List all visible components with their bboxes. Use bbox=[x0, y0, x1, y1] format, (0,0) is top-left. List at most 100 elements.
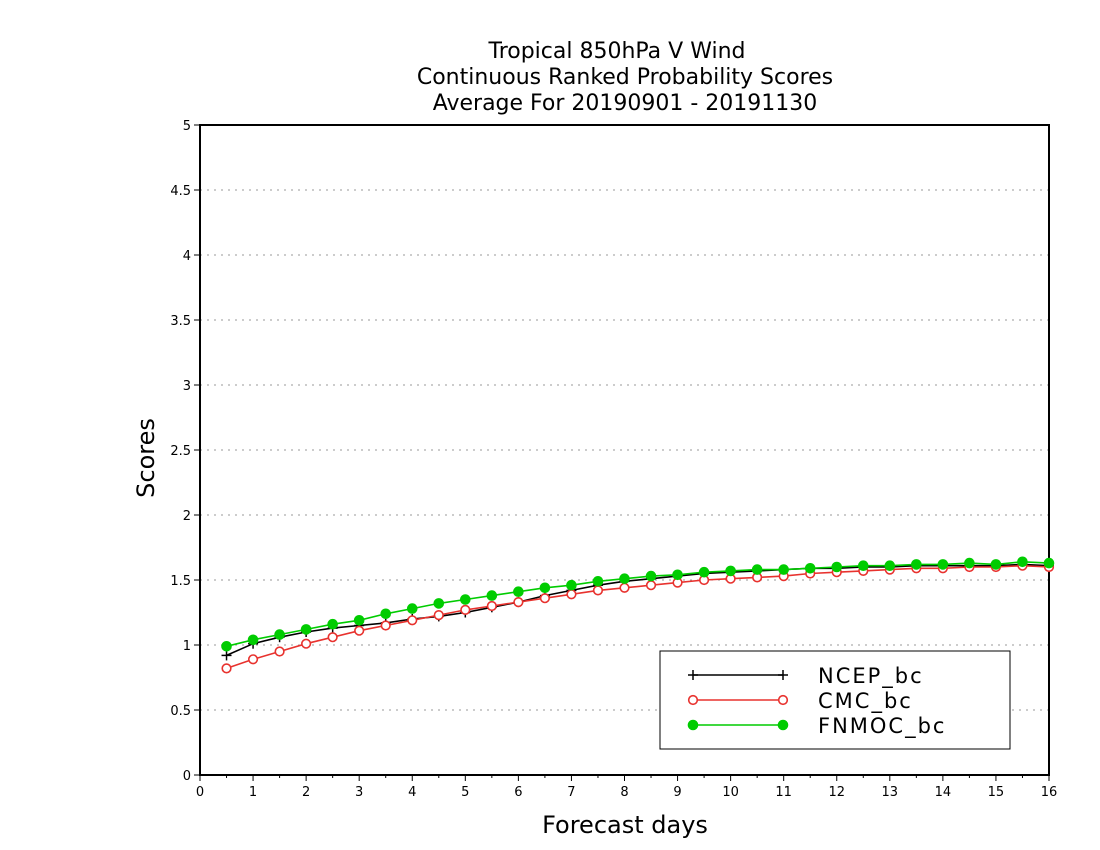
x-tick-label: 0 bbox=[196, 785, 204, 800]
x-tick-label: 6 bbox=[514, 785, 522, 800]
data-point-filled-circle bbox=[460, 594, 471, 605]
data-point-open-circle bbox=[221, 663, 232, 674]
x-axis-label: Forecast days bbox=[542, 811, 708, 839]
data-point-filled-circle bbox=[831, 561, 843, 573]
data-point-filled-circle bbox=[698, 566, 710, 578]
data-point-open-circle bbox=[460, 604, 471, 616]
data-point-filled-circle bbox=[751, 564, 763, 575]
y-tick-label: 2 bbox=[183, 509, 191, 524]
y-tick-label: 4 bbox=[183, 249, 191, 264]
data-point-filled-circle bbox=[804, 563, 816, 574]
x-tick-label: 3 bbox=[355, 785, 363, 800]
legend-entry: NCEP_bc bbox=[688, 664, 924, 689]
data-point-filled-circle bbox=[221, 641, 232, 652]
x-tick-label: 10 bbox=[722, 785, 739, 800]
data-point-filled-circle bbox=[687, 719, 699, 731]
x-tick-label: 5 bbox=[461, 785, 469, 800]
y-axis-label: Scores bbox=[132, 418, 160, 498]
data-point-filled-circle bbox=[539, 582, 551, 594]
data-point-open-circle bbox=[354, 625, 365, 636]
y-tick-label: 3.5 bbox=[170, 314, 191, 329]
y-tick-label: 1 bbox=[183, 639, 191, 654]
data-point-open-circle bbox=[247, 654, 259, 665]
y-axis-ticks: 0 0.5 1 1.5 2 2.5 3 3.5 4 4.5 5 bbox=[170, 119, 200, 784]
data-point-filled-circle bbox=[327, 618, 338, 630]
data-point-filled-circle bbox=[1043, 557, 1055, 569]
data-point-open-circle bbox=[327, 632, 338, 643]
data-point-open-circle bbox=[539, 593, 551, 604]
y-tick-label: 5 bbox=[183, 119, 191, 134]
data-point-filled-circle bbox=[777, 719, 789, 731]
data-point-filled-circle bbox=[592, 576, 604, 587]
data-point-open-circle bbox=[777, 694, 789, 706]
data-point-filled-circle bbox=[566, 579, 577, 591]
y-tick-label: 0 bbox=[183, 769, 191, 784]
chart-title: Tropical 850hPa V Wind Continuous Ranked… bbox=[417, 39, 833, 116]
x-tick-label: 2 bbox=[302, 785, 310, 800]
data-point-open-circle bbox=[301, 638, 312, 649]
data-point-filled-circle bbox=[1017, 556, 1028, 568]
data-point-open-circle bbox=[407, 615, 418, 626]
data-point-filled-circle bbox=[406, 603, 418, 614]
data-point-open-circle bbox=[592, 585, 604, 596]
data-point-filled-circle bbox=[990, 559, 1002, 570]
y-tick-label: 2.5 bbox=[170, 444, 191, 459]
title-line-3: Average For 20190901 - 20191130 bbox=[433, 91, 818, 116]
data-point-filled-circle bbox=[911, 559, 922, 570]
series-layer bbox=[221, 556, 1055, 674]
data-point-filled-circle bbox=[274, 629, 285, 640]
data-point-filled-circle bbox=[300, 624, 312, 635]
data-point-open-circle bbox=[619, 582, 630, 593]
data-point-filled-circle bbox=[619, 573, 630, 585]
data-point-open-circle bbox=[513, 596, 524, 608]
data-point-filled-circle bbox=[645, 570, 657, 582]
y-tick-label: 1.5 bbox=[170, 574, 191, 589]
grid-lines bbox=[200, 189, 1049, 711]
y-tick-label: 4.5 bbox=[170, 184, 191, 199]
x-tick-label: 9 bbox=[673, 785, 681, 800]
legend-entry: CMC_bc bbox=[687, 689, 913, 714]
x-tick-label: 16 bbox=[1041, 785, 1058, 800]
title-line-1: Tropical 850hPa V Wind bbox=[487, 39, 745, 64]
x-axis-ticks: 0 1 2 3 4 5 6 7 8 9 10 11 12 13 14 15 16 bbox=[196, 775, 1057, 800]
legend-label: FNMOC_bc bbox=[818, 714, 946, 739]
data-point-open-circle bbox=[380, 620, 391, 631]
x-tick-label: 15 bbox=[988, 785, 1005, 800]
series-CMC_bc bbox=[221, 560, 1055, 674]
data-point-filled-circle bbox=[380, 608, 392, 620]
data-point-open-circle bbox=[566, 589, 577, 600]
data-point-filled-circle bbox=[778, 564, 789, 575]
data-point-filled-circle bbox=[884, 560, 896, 572]
data-point-filled-circle bbox=[725, 565, 736, 577]
series-FNMOC_bc bbox=[221, 556, 1055, 652]
data-point-open-circle bbox=[486, 600, 497, 612]
data-point-open-circle bbox=[645, 580, 657, 591]
data-point-filled-circle bbox=[433, 598, 445, 609]
data-point-filled-circle bbox=[964, 557, 975, 569]
x-tick-label: 14 bbox=[935, 785, 952, 800]
x-tick-label: 13 bbox=[882, 785, 899, 800]
y-tick-label: 3 bbox=[183, 379, 191, 394]
x-tick-label: 4 bbox=[408, 785, 416, 800]
data-point-filled-circle bbox=[486, 590, 498, 601]
legend-label: CMC_bc bbox=[818, 689, 913, 714]
data-point-filled-circle bbox=[937, 559, 949, 570]
title-line-2: Continuous Ranked Probability Scores bbox=[417, 65, 833, 90]
legend-entry: FNMOC_bc bbox=[687, 714, 946, 739]
x-tick-label: 7 bbox=[567, 785, 575, 800]
y-tick-label: 0.5 bbox=[170, 704, 191, 719]
data-point-filled-circle bbox=[672, 569, 683, 581]
data-point-filled-circle bbox=[857, 560, 869, 572]
data-point-open-circle bbox=[274, 646, 285, 657]
x-tick-label: 1 bbox=[249, 785, 257, 800]
x-tick-label: 8 bbox=[620, 785, 628, 800]
data-point-filled-circle bbox=[353, 615, 365, 626]
legend-label: NCEP_bc bbox=[818, 664, 924, 689]
data-point-open-circle bbox=[433, 609, 444, 621]
data-point-filled-circle bbox=[247, 634, 259, 646]
x-tick-label: 12 bbox=[828, 785, 845, 800]
data-point-filled-circle bbox=[513, 586, 524, 598]
x-tick-label: 11 bbox=[775, 785, 792, 800]
